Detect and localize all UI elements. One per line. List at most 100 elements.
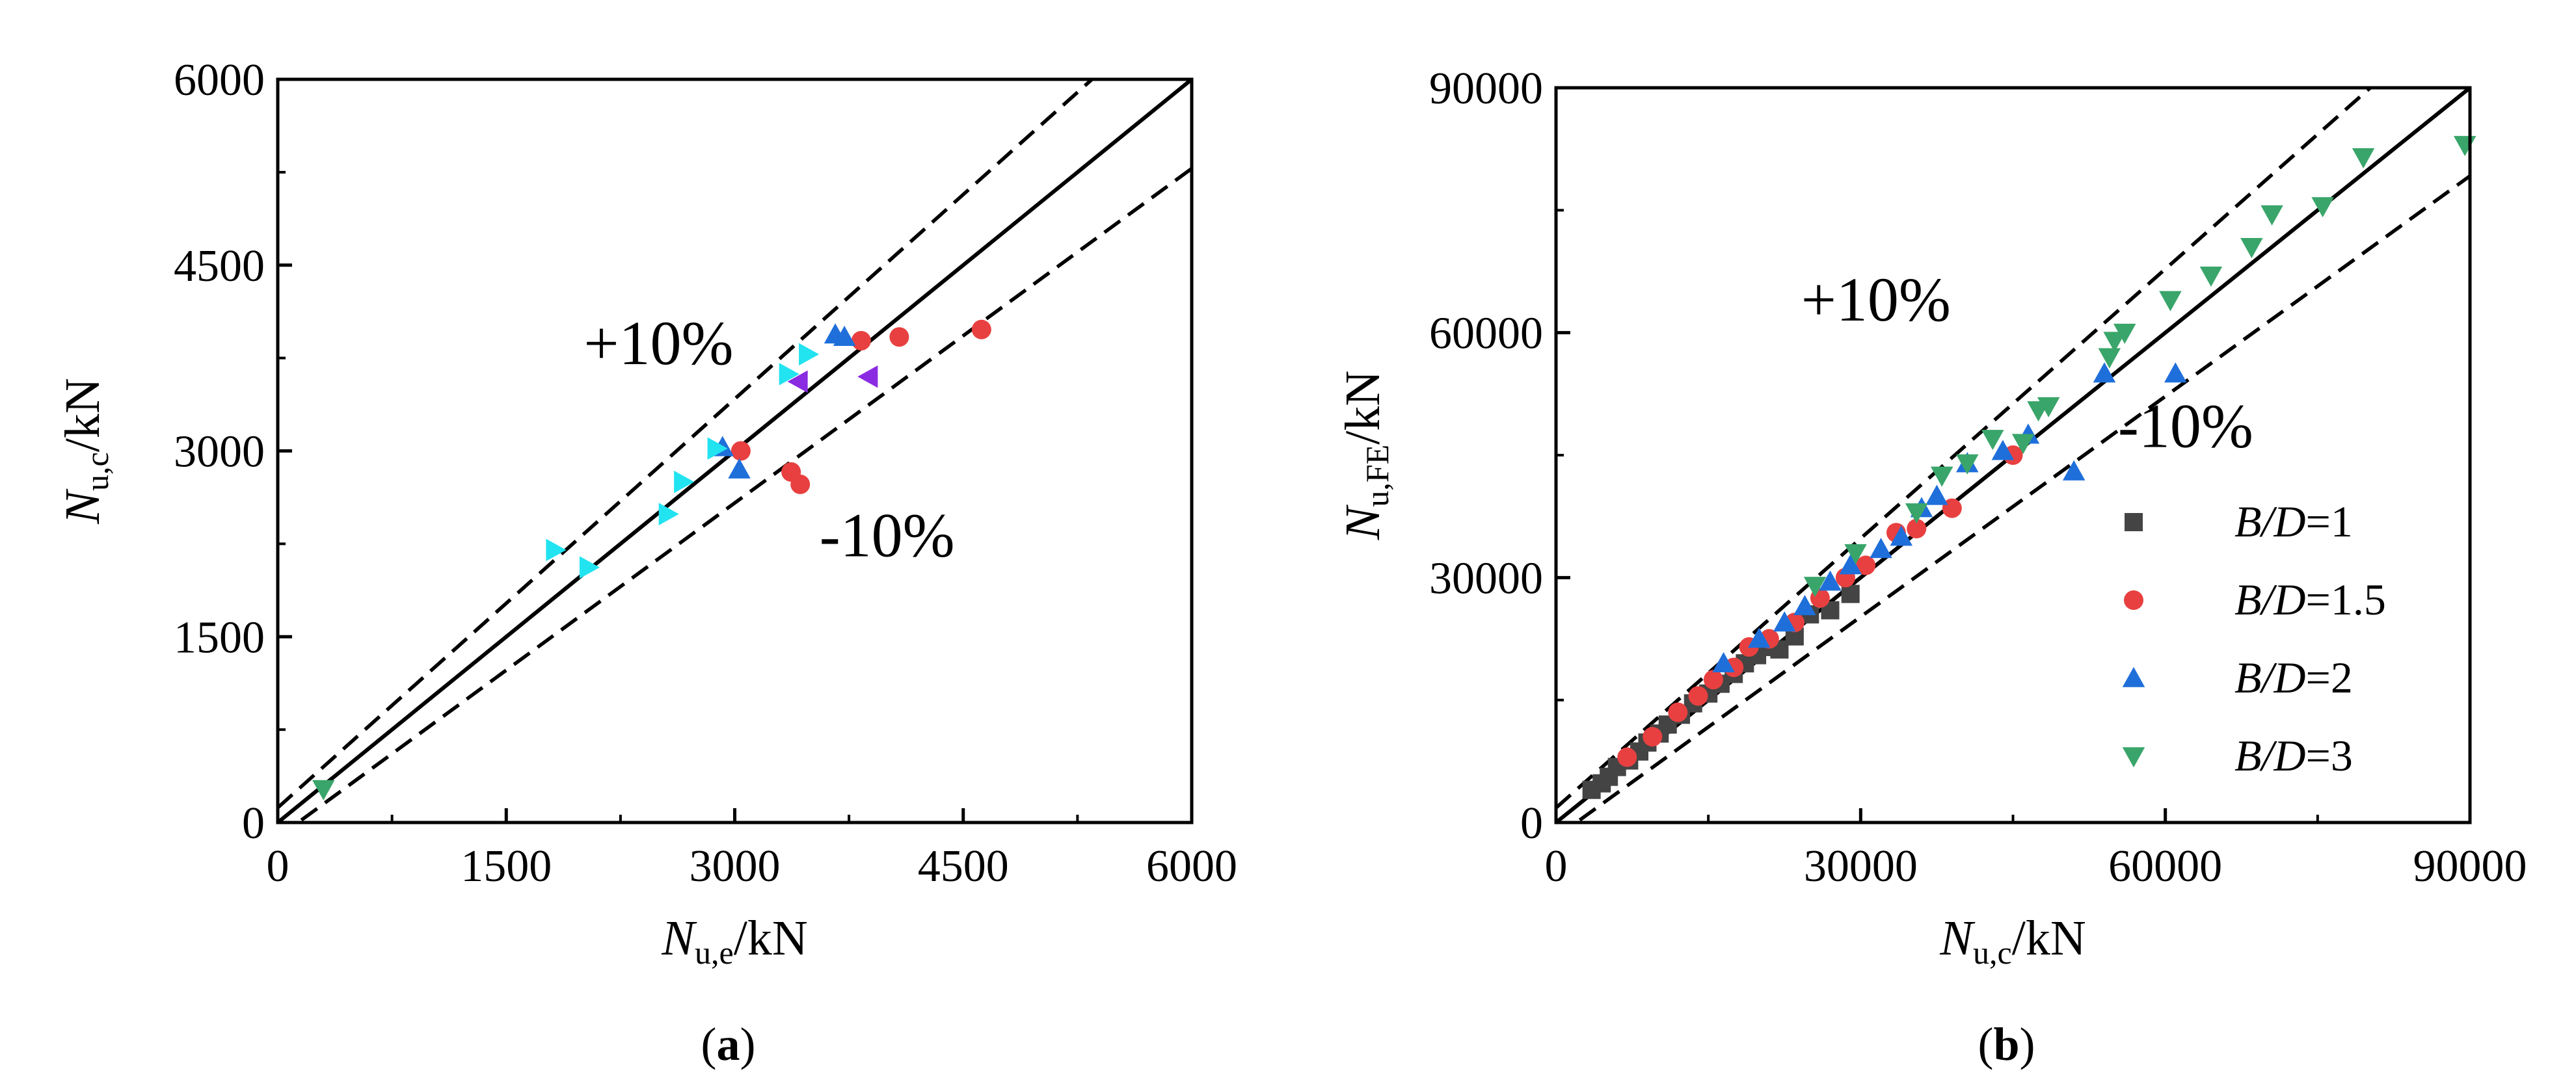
- annotation-plus-10: +10%: [1801, 265, 1951, 334]
- data-point: [1890, 525, 1913, 546]
- data-point: [889, 327, 909, 347]
- data-point: [1643, 727, 1663, 747]
- x-tick-label: 1500: [461, 841, 552, 891]
- data-point: [2103, 332, 2126, 352]
- y-tick-label: 90000: [1429, 64, 1543, 114]
- data-point: [579, 556, 600, 579]
- data-point: [2113, 323, 2136, 344]
- legend-label: B/D=3: [2234, 731, 2353, 780]
- data-point: [2199, 266, 2223, 287]
- series-b-d-1-5: [1617, 445, 2023, 767]
- reference-line-minus-10-percent: [1573, 174, 2470, 823]
- x-tick-label: 3000: [690, 841, 781, 891]
- x-tick-label: 90000: [2413, 841, 2527, 891]
- legend-marker: [2124, 590, 2143, 610]
- y-tick-label: 1500: [174, 612, 265, 663]
- data-point: [728, 458, 751, 479]
- data-point: [1747, 627, 1771, 648]
- data-point: [2093, 362, 2116, 383]
- y-axis-title: Nu,FE/kN: [1335, 371, 1395, 541]
- x-axis-title: Nu,e/kN: [661, 911, 807, 971]
- data-point: [2261, 205, 2283, 226]
- data-point: [1793, 595, 1816, 616]
- data-point: [1856, 555, 1876, 575]
- data-point: [1688, 686, 1708, 706]
- data-point: [1668, 702, 1688, 722]
- x-tick-label: 6000: [1146, 841, 1237, 891]
- legend-label: B/D=2: [2234, 653, 2353, 702]
- x-tick-label: 60000: [2108, 841, 2222, 891]
- x-axis-subscript: u,c: [1973, 934, 2012, 971]
- data-point: [1841, 585, 1860, 603]
- reference-lines: [278, 79, 1192, 823]
- legend-label: B/D=1.5: [2234, 575, 2386, 624]
- x-axis-symbol: N: [1939, 911, 1976, 966]
- y-axis-unit: /kN: [55, 378, 110, 452]
- y-axis-symbol: N: [1335, 504, 1390, 540]
- legend: B/D=1 B/D=1.5 B/D=2 B/D=3: [2122, 497, 2386, 780]
- data-point: [2062, 460, 2086, 481]
- data-point: [2311, 197, 2334, 218]
- reference-line-plus-10-percent: [278, 79, 1095, 810]
- data-point: [857, 365, 878, 388]
- panel-caption: (b): [1978, 1018, 2035, 1070]
- series-b-d-1: [1582, 585, 1860, 799]
- data-point: [971, 319, 991, 339]
- x-axis-symbol: N: [661, 911, 697, 966]
- data-point: [2011, 434, 2035, 454]
- data-point: [1870, 538, 1892, 559]
- y-tick-label: 0: [1520, 798, 1543, 849]
- x-axis-unit: /kN: [734, 911, 808, 966]
- y-tick-label: 3000: [174, 427, 265, 477]
- chart-panel-b: 0 30000 60000 900000300006000090000Nu,c/kNN…: [1335, 64, 2527, 1070]
- data-point: [1981, 430, 2004, 451]
- data-point: [1617, 747, 1637, 767]
- data-point: [312, 780, 335, 800]
- y-tick-label: 30000: [1429, 553, 1543, 603]
- data-point: [1773, 611, 1796, 632]
- reference-line-minus-10-percent: [295, 166, 1192, 823]
- x-axis-unit: /kN: [2012, 911, 2086, 966]
- data-point: [2352, 148, 2375, 168]
- data-point: [2037, 397, 2060, 417]
- data-point: [1942, 498, 1962, 518]
- x-axis-subscript: u,e: [695, 934, 734, 971]
- data-point: [2098, 348, 2121, 369]
- series-group-green: [312, 780, 335, 800]
- data-point: [1839, 554, 1862, 575]
- data-point: [1803, 577, 1827, 598]
- data-point: [2164, 362, 2187, 383]
- data-point: [1712, 652, 1735, 672]
- series-b-d-3: [1803, 136, 2476, 598]
- data-point: [707, 437, 728, 460]
- data-point: [1905, 503, 1928, 524]
- series-group-purple: [787, 365, 878, 393]
- data-point: [1819, 570, 1842, 591]
- data-point: [787, 370, 808, 393]
- y-tick-label: 0: [242, 798, 265, 849]
- x-tick-label: 0: [1545, 841, 1568, 891]
- data-point: [2240, 238, 2263, 259]
- data-point: [674, 470, 695, 494]
- y-tick-label: 60000: [1429, 309, 1543, 359]
- data-point: [1956, 454, 1979, 475]
- data-point: [546, 538, 567, 562]
- data-point: [1907, 519, 1927, 538]
- data-point: [731, 441, 751, 461]
- data-point: [779, 363, 799, 386]
- x-tick-label: 30000: [1804, 841, 1918, 891]
- data-point: [1925, 484, 1948, 505]
- y-axis-unit: /kN: [1335, 371, 1390, 445]
- annotation-plus-10: +10%: [584, 308, 733, 378]
- data-point: [1930, 466, 1953, 487]
- legend-marker: [2122, 747, 2145, 768]
- data-point: [1844, 544, 1867, 564]
- y-axis-symbol: N: [55, 488, 110, 525]
- legend-marker: [2125, 513, 2143, 531]
- series-group-red: [731, 319, 991, 494]
- data-point: [2159, 291, 2182, 311]
- y-tick-label: 4500: [174, 241, 265, 291]
- legend-marker: [2122, 666, 2145, 687]
- data-point: [799, 343, 820, 366]
